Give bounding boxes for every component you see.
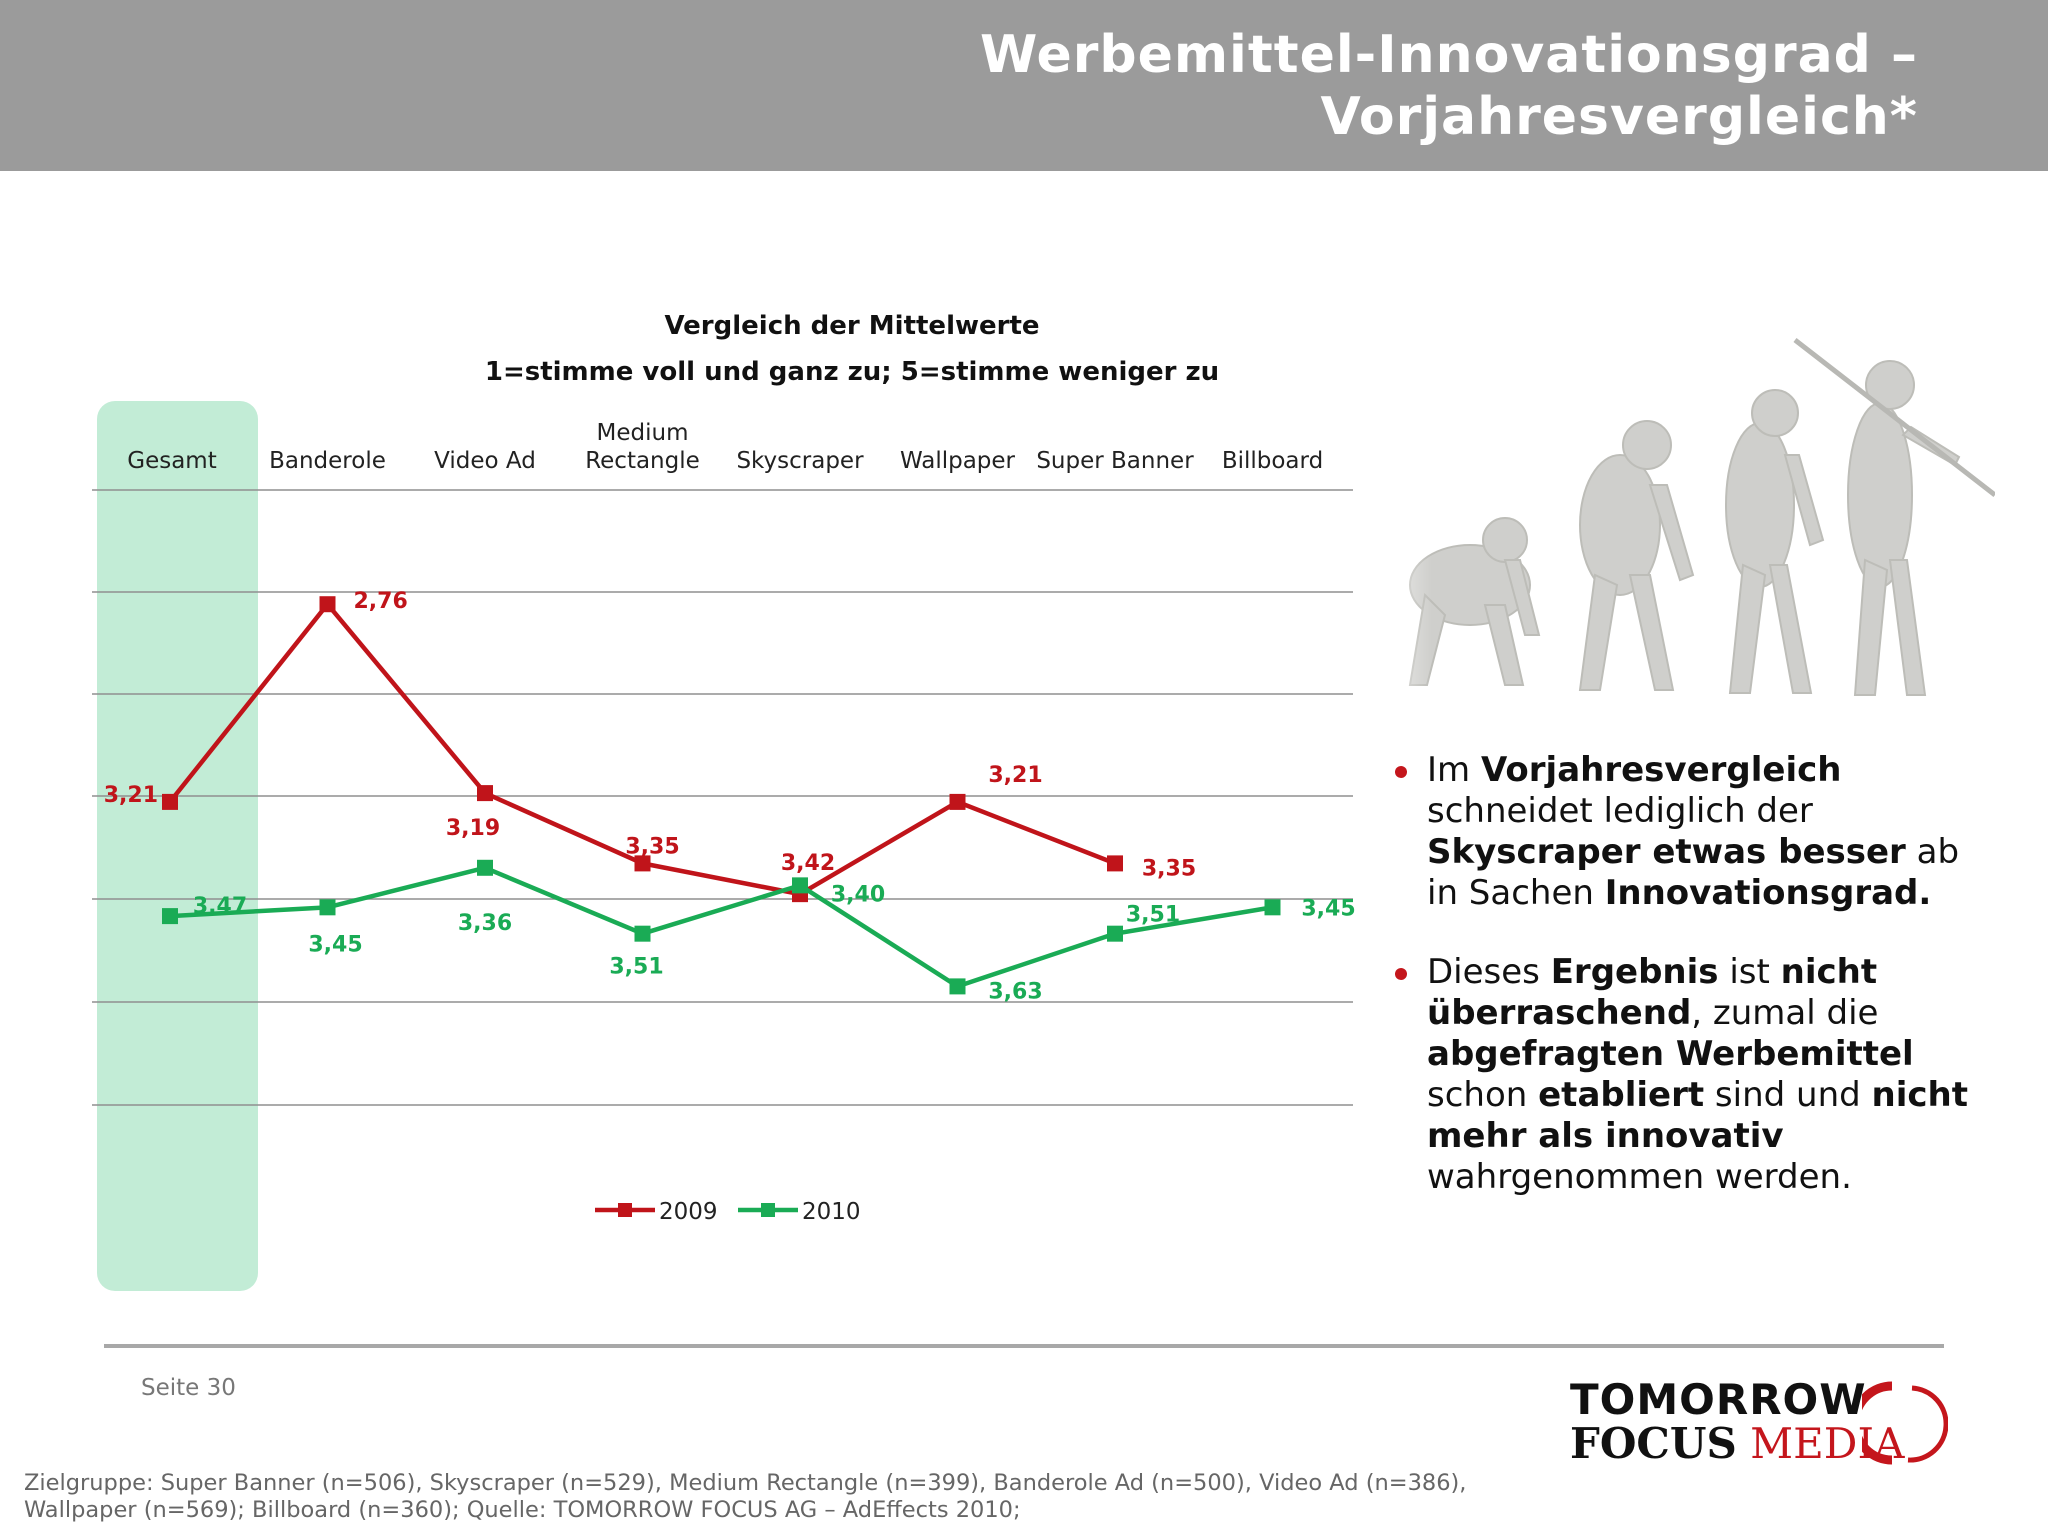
- logo-line-2: FOCUS MEDIA: [1570, 1419, 1904, 1468]
- data-label-2009: 3,42: [781, 851, 835, 876]
- bullet-2-segment: , zumal die: [1691, 993, 1879, 1033]
- bullet-text-2: Dieses Ergebnis ist nicht überraschend, …: [1427, 952, 1968, 1197]
- bullet-2-segment: Dieses: [1427, 952, 1551, 992]
- bullet-2-segment: ist: [1718, 952, 1781, 992]
- data-point-2009: [162, 793, 178, 810]
- bullet-text-1: Im Vorjahresvergleich schneidet lediglic…: [1427, 750, 1959, 913]
- data-point-2010: [319, 899, 336, 916]
- category-label: Wallpaper: [900, 448, 1016, 474]
- data-label-2009: 3,21: [104, 783, 158, 808]
- bullet-1-segment: Im: [1427, 750, 1481, 790]
- data-label-2010: 3,36: [458, 911, 512, 936]
- logo-ring-icon: [1862, 1381, 1948, 1465]
- company-logo: TOMORROW FOCUS MEDIA: [1568, 1375, 1948, 1468]
- data-point-2010: [634, 925, 651, 942]
- category-label: Video Ad: [434, 448, 536, 474]
- footnote-line-1: Zielgruppe: Super Banner (n=506), Skyscr…: [24, 1470, 1467, 1496]
- bullet-dot-icon: [1395, 968, 1407, 980]
- legend-label-2009: 2009: [659, 1199, 718, 1225]
- bullet-2-segment: schon: [1427, 1075, 1539, 1115]
- data-label-2010: 3,45: [308, 932, 362, 957]
- footnote: Zielgruppe: Super Banner (n=506), Skyscr…: [24, 1470, 1584, 1524]
- legend-marker-2009: [618, 1203, 632, 1217]
- data-point-2009: [477, 785, 493, 802]
- category-label: Super Banner: [1036, 448, 1194, 474]
- legend-marker-2010: [761, 1203, 775, 1217]
- category-label: Gesamt: [127, 448, 216, 474]
- bullet-2-segment: nicht überraschend: [1427, 952, 1878, 1033]
- data-label-2009: 3,35: [1142, 856, 1196, 881]
- data-label-2009: 3,21: [988, 763, 1042, 788]
- data-label-2010: 3,47: [193, 894, 247, 919]
- bullet-2-segment: etabliert: [1538, 1075, 1705, 1115]
- footer-divider: [104, 1344, 1944, 1348]
- bullet-2-segment: nicht mehr als innovativ: [1427, 1075, 1968, 1156]
- gesamt-highlight-band: [97, 401, 258, 1291]
- category-label: Banderole: [269, 448, 386, 474]
- data-label-2010: 3,51: [1126, 903, 1180, 928]
- bullet-2-segment: sind und: [1704, 1075, 1872, 1115]
- data-point-2009: [1107, 855, 1123, 872]
- data-point-2010: [949, 978, 966, 995]
- data-point-2010: [1107, 925, 1123, 942]
- data-label-2010: 3,51: [609, 955, 663, 980]
- series-line-2010: [169, 865, 1273, 989]
- bullet-2-segment: Ergebnis: [1550, 952, 1719, 992]
- category-label: Rectangle: [585, 448, 700, 474]
- data-label-2009: 2,76: [354, 589, 408, 614]
- bullet-1-segment: Innovationsgrad.: [1604, 873, 1932, 913]
- bullet-2-segment: wahrgenommen werden.: [1427, 1157, 1852, 1197]
- data-point-2010: [162, 908, 178, 925]
- bullet-1-segment: ab in Sachen: [1427, 832, 1960, 913]
- chart-title: Vergleich der Mittelwerte: [664, 311, 1039, 341]
- bullet-dot-icon: [1395, 766, 1407, 778]
- data-point-2010: [477, 859, 493, 876]
- data-point-2009: [949, 793, 966, 810]
- bullet-1-segment: Vorjahresvergleich: [1480, 750, 1842, 790]
- legend-label-2010: 2010: [802, 1199, 861, 1225]
- bullet-1-segment: Skyscraper etwas besser: [1427, 832, 1906, 872]
- bullet-item-1: Im Vorjahresvergleich schneidet lediglic…: [1395, 750, 1995, 914]
- data-point-2009: [634, 855, 651, 872]
- bullet-2-segment: abgefragten Werbemittel: [1427, 1034, 1914, 1074]
- chart-subtitle: 1=stimme voll und ganz zu; 5=stimme weni…: [485, 357, 1219, 387]
- data-label-2010: 3,45: [1301, 896, 1355, 921]
- evolution-illustration: [1355, 335, 1995, 715]
- page-number: Seite 30: [141, 1375, 236, 1401]
- data-label-2010: 3,40: [831, 882, 885, 907]
- title-line-1: Werbemittel-Innovationsgrad –: [979, 25, 1918, 85]
- logo-focus: FOCUS: [1570, 1419, 1737, 1468]
- footnote-line-2: Wallpaper (n=569); Billboard (n=360); Qu…: [24, 1497, 1021, 1523]
- data-point-2009: [319, 596, 336, 613]
- header-bar: Werbemittel-Innovationsgrad – Vorjahresv…: [0, 0, 2048, 171]
- data-label-2010: 3,63: [988, 979, 1042, 1004]
- page-title: Werbemittel-Innovationsgrad – Vorjahresv…: [980, 24, 1918, 148]
- category-label: Billboard: [1222, 448, 1323, 474]
- data-label-2009: 3,19: [446, 816, 500, 841]
- data-label-2009: 3,35: [625, 834, 679, 859]
- bullet-1-segment: schneidet lediglich der: [1427, 791, 1813, 831]
- logo-line-1: TOMORROW: [1570, 1375, 1867, 1424]
- bullet-list: Im Vorjahresvergleich schneidet lediglic…: [1395, 750, 1995, 1236]
- bullet-item-2: Dieses Ergebnis ist nicht überraschend, …: [1395, 952, 1995, 1198]
- data-point-2010: [1264, 899, 1281, 916]
- data-point-2010: [792, 877, 808, 894]
- category-label: Skyscraper: [736, 448, 864, 474]
- category-label: Medium: [597, 420, 689, 446]
- title-line-2: Vorjahresvergleich*: [1320, 87, 1918, 147]
